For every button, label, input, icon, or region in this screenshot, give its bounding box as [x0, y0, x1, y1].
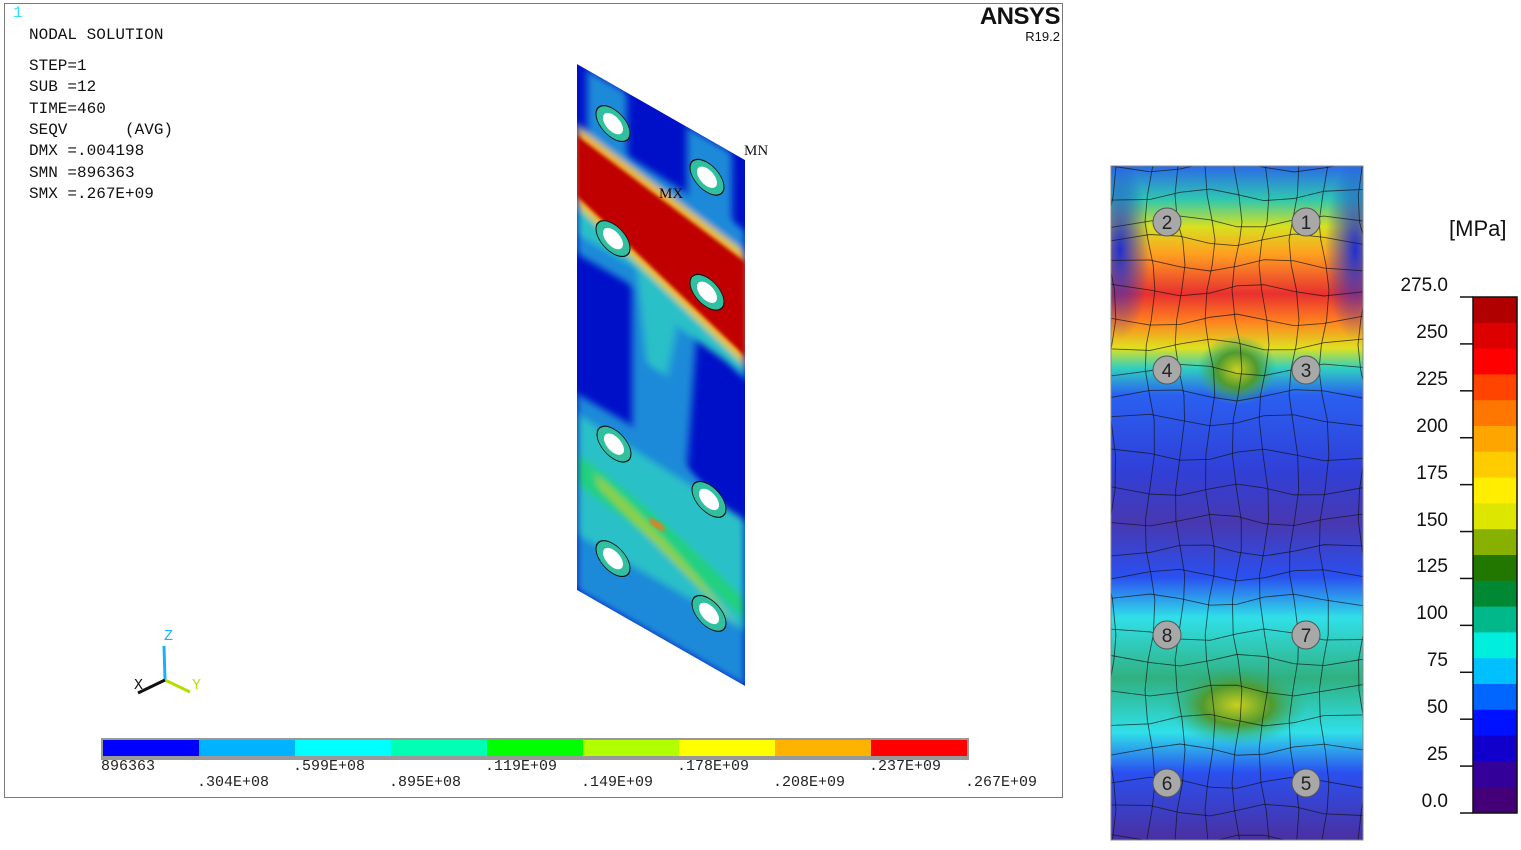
legend-swatch — [487, 740, 583, 756]
info-line: TIME=460 — [29, 99, 106, 118]
scale-band — [1473, 555, 1517, 582]
bolt-number: 4 — [1162, 361, 1173, 382]
scale-tick-label: 75 — [1426, 650, 1448, 672]
legend-label: 896363 — [101, 758, 156, 775]
scale-band — [1473, 400, 1517, 427]
scale-tick-label: 125 — [1416, 556, 1448, 578]
brand-version: R19.2 — [1025, 29, 1060, 44]
scale-band — [1473, 606, 1517, 633]
info-line: STEP=1 — [29, 57, 87, 75]
bolt-marker: 5 — [1291, 768, 1321, 798]
scale-band — [1473, 709, 1517, 737]
scale-band — [1473, 451, 1517, 479]
legend-label: .895E+08 — [389, 774, 462, 791]
stress-legend-bar — [101, 738, 969, 760]
legend-swatch — [871, 740, 967, 756]
scale-band — [1473, 322, 1517, 350]
legend-swatch — [775, 740, 871, 756]
scale-tick-label: 100 — [1416, 603, 1448, 625]
scale-band — [1473, 348, 1517, 375]
bolt-number: 1 — [1301, 213, 1312, 234]
legend-label: .208E+09 — [773, 774, 846, 791]
scale-band — [1473, 684, 1517, 711]
legend-label: .237E+09 — [869, 758, 942, 775]
ansys-result-viewport: 1 NODAL SOLUTION STEP=1 SUB =12 TIME=460 SEQ… — [4, 3, 1063, 798]
scale-tick-label: 50 — [1426, 697, 1448, 719]
scale-tick-label: 150 — [1416, 509, 1448, 531]
window-number: 1 — [13, 4, 23, 22]
scale-band — [1473, 426, 1517, 453]
legend-swatch — [199, 740, 295, 756]
bolt-number: 6 — [1162, 774, 1173, 795]
legend-label: .267E+09 — [965, 774, 1038, 791]
legend-swatch — [391, 740, 487, 756]
legend-swatch — [103, 740, 199, 756]
info-line: SMX =.267E+09 — [29, 184, 154, 203]
scale-band — [1473, 787, 1517, 814]
legend-swatch — [679, 740, 775, 756]
scale-tick-label: 275.0 — [1400, 275, 1448, 296]
bolt-number: 2 — [1162, 213, 1173, 234]
scale-band — [1473, 761, 1517, 788]
info-line: SUB =12 — [29, 78, 97, 97]
legend-swatch — [583, 740, 679, 756]
bolt-number: 3 — [1301, 361, 1312, 382]
legend-label: .178E+09 — [677, 758, 750, 775]
scale-band — [1473, 735, 1517, 762]
legend-label: .599E+08 — [293, 758, 366, 775]
scale-band — [1473, 477, 1517, 504]
unit-label: [MPa] — [1449, 216, 1507, 241]
legend-label: .304E+08 — [197, 774, 270, 791]
info-line: SEQV (AVG) — [29, 120, 174, 139]
legend-swatch — [295, 740, 391, 756]
bolt-marker: 1 — [1291, 207, 1321, 237]
scale-band — [1473, 374, 1517, 401]
bolt-marker: 4 — [1152, 355, 1182, 385]
scale-band — [1473, 529, 1517, 556]
scale-band — [1473, 580, 1517, 608]
mpa-color-scale — [1460, 296, 1518, 814]
scale-tick-label: 25 — [1426, 744, 1448, 766]
legend-label: .149E+09 — [581, 774, 654, 791]
legend-label: .119E+09 — [485, 758, 558, 775]
bolt-marker: 6 — [1152, 768, 1182, 798]
info-line: NODAL SOLUTION — [29, 26, 164, 44]
scale-band — [1473, 658, 1517, 685]
bolt-marker: 2 — [1152, 207, 1182, 237]
brand-name: ANSYS — [979, 3, 1061, 30]
bolt-marker: 7 — [1291, 620, 1321, 650]
bolt-number: 7 — [1301, 626, 1312, 647]
scale-tick-label: 175 — [1416, 462, 1448, 484]
bolt-marker: 8 — [1152, 620, 1182, 650]
info-line: DMX =.004198 — [29, 142, 145, 161]
info-line: SMN =896363 — [29, 163, 135, 182]
scale-band — [1473, 632, 1517, 659]
bolt-marker: 3 — [1291, 355, 1321, 385]
scale-tick-label: 200 — [1416, 415, 1448, 437]
scale-band — [1473, 503, 1517, 530]
bolt-number: 5 — [1301, 774, 1312, 795]
scale-tick-label: 0.0 — [1421, 791, 1448, 812]
bolt-number: 8 — [1162, 626, 1173, 647]
scale-band — [1473, 297, 1517, 324]
scale-tick-label: 225 — [1416, 368, 1448, 390]
scale-tick-label: 250 — [1416, 321, 1448, 343]
ansys-logo: ANSYS R19.2 — [979, 3, 1061, 44]
